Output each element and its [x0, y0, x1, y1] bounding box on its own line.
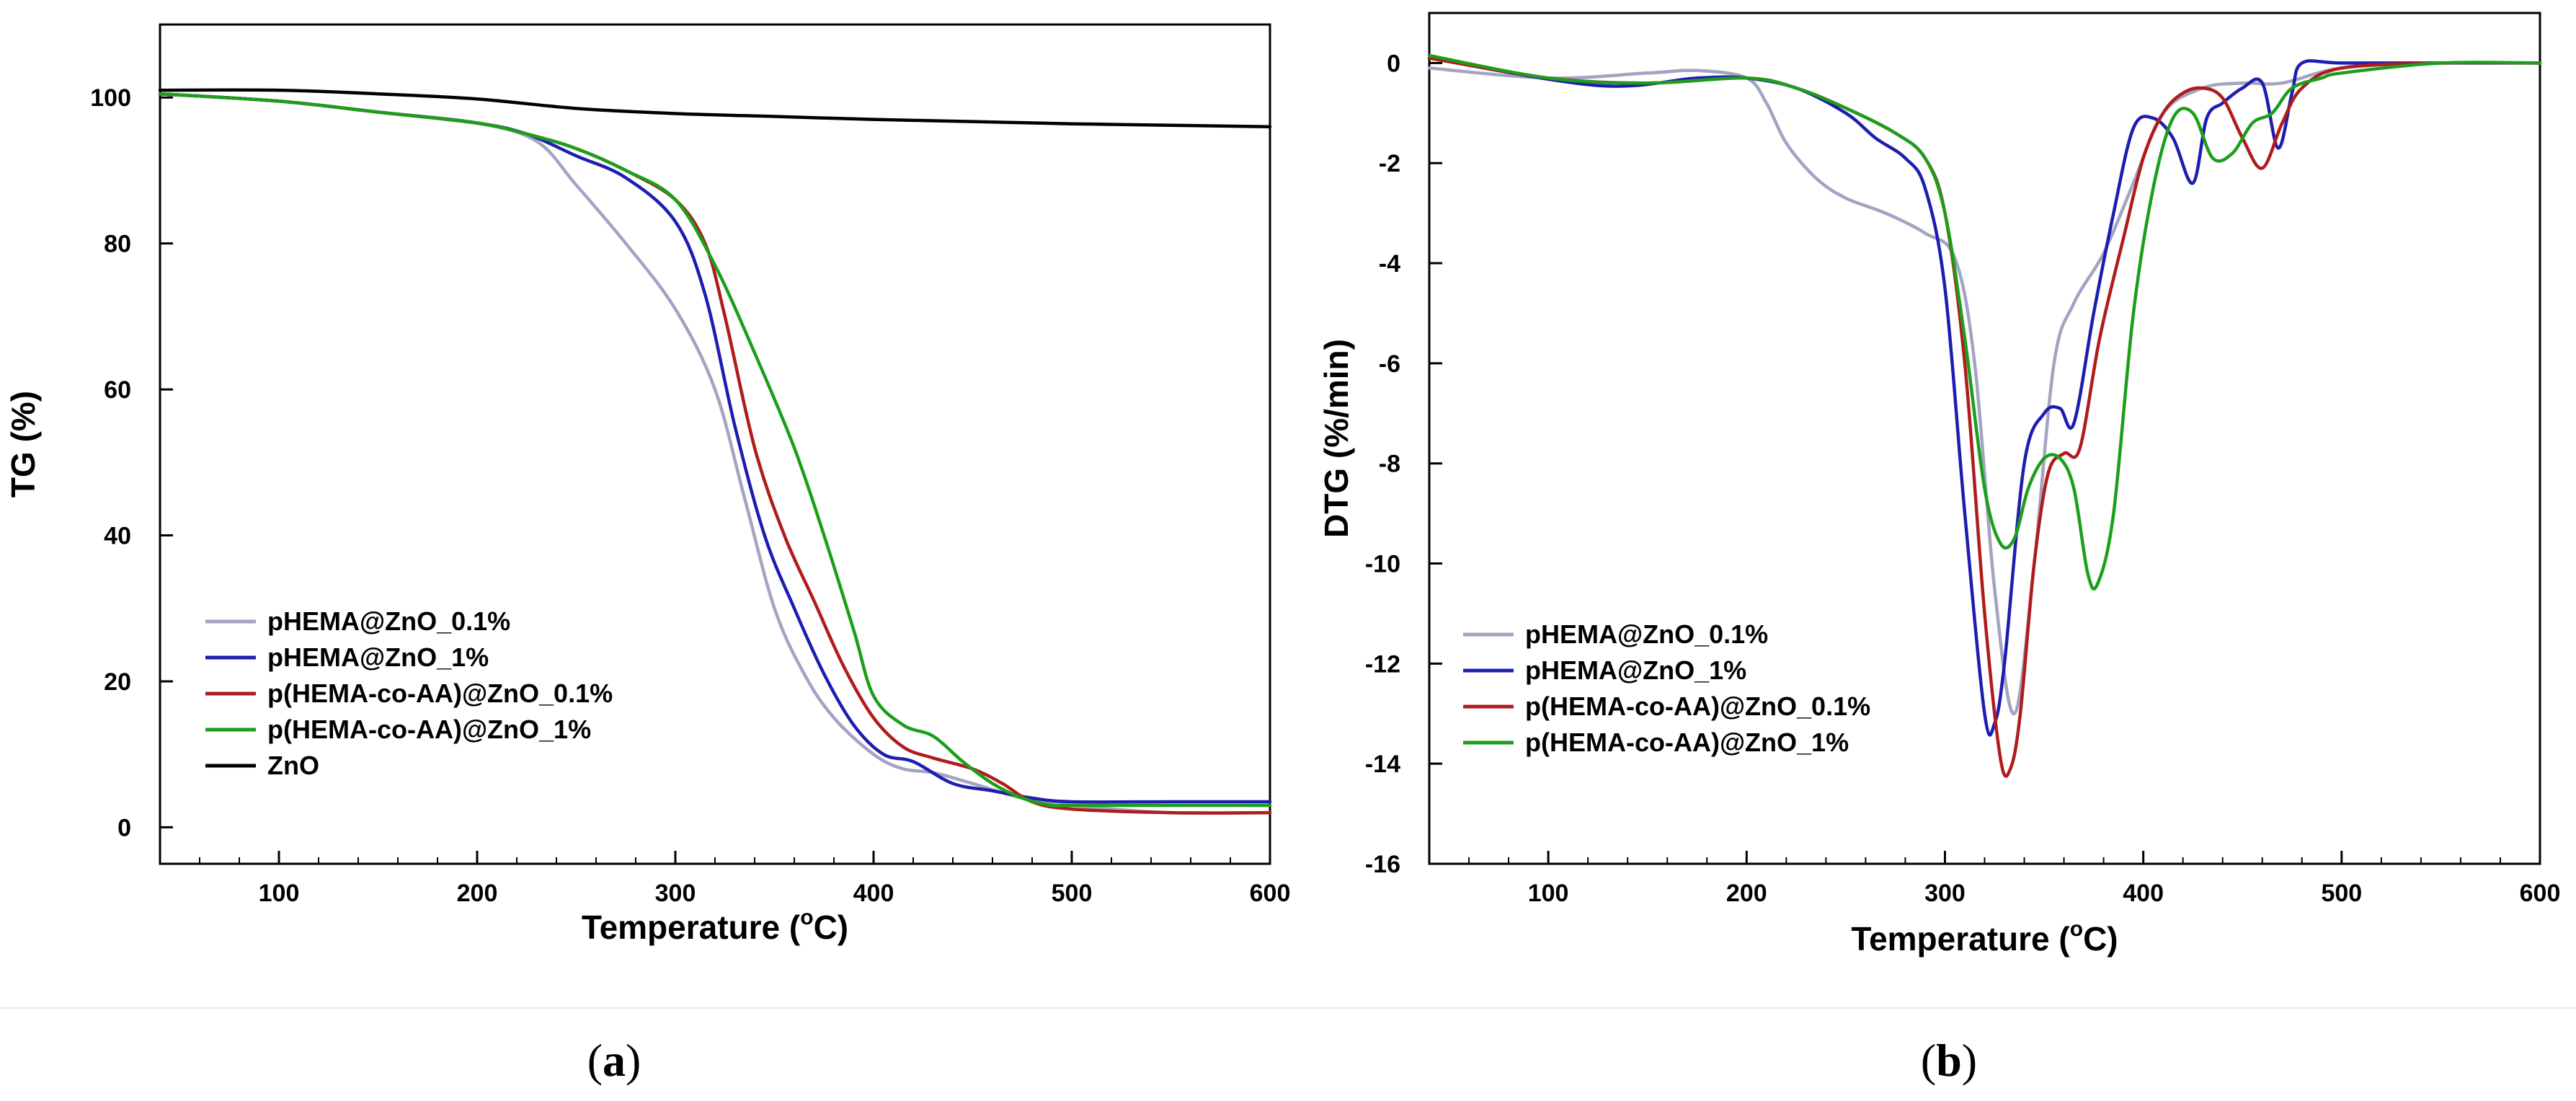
panel-label-a: (a) [587, 1035, 641, 1086]
series-line-b-1 [1427, 56, 2542, 737]
x-tick-label-a-400: 400 [853, 880, 894, 907]
y-tick-label-a-20: 20 [104, 668, 131, 696]
y-tick-label-b--16: -16 [1365, 851, 1400, 878]
x-axis-title-b-unit: C) [2083, 920, 2118, 958]
x-tick-label-b-200: 200 [1726, 880, 1767, 907]
y-tick-label-a-80: 80 [104, 231, 131, 258]
series-line-b-3 [1427, 53, 2542, 591]
x-axis-title-b: Temperature (oC) [1851, 917, 2118, 958]
series-group-a [158, 88, 1272, 815]
ticks-b: 100 200 300 400 500 600 0 -2 -4 -6 -8 -10 -12 -14 -16 [1365, 50, 2561, 907]
panel-label-a-close: ) [626, 1035, 641, 1086]
y-tick-label-b--12: -12 [1365, 650, 1400, 678]
panel-label-a-letter: a [603, 1035, 626, 1086]
x-tick-label-b-400: 400 [2123, 880, 2164, 907]
y-tick-label-b--2: -2 [1379, 150, 1400, 177]
legend-a: pHEMA@ZnO_0.1% pHEMA@ZnO_1% p(HEMA-co-AA)@… [205, 606, 613, 780]
legend-label-b-3: p(HEMA-co-AA)@ZnO_1% [1525, 728, 1849, 757]
y-tick-label-b--14: -14 [1365, 751, 1400, 778]
panel-label-b-open: ( [1921, 1035, 1936, 1086]
x-axis-title-a-text: Temperature ( [582, 908, 801, 946]
y-tick-label-a-40: 40 [104, 523, 131, 550]
chart-panel-a: 100 200 300 400 500 600 0 20 40 60 80 100 pHEMA@ZnO… [4, 23, 1290, 1086]
x-tick-label-b-100: 100 [1528, 880, 1569, 907]
y-tick-label-a-60: 60 [104, 376, 131, 404]
y-tick-label-b--8: -8 [1379, 451, 1400, 478]
legend-label-a-1: pHEMA@ZnO_1% [267, 642, 489, 672]
y-tick-label-b-0: 0 [1387, 50, 1400, 77]
x-axis-title-a-unit: C) [814, 908, 849, 946]
ticks-a: 100 200 300 400 500 600 0 20 40 60 80 100 [90, 84, 1290, 907]
x-tick-label-a-300: 300 [655, 880, 696, 907]
legend-label-b-1: pHEMA@ZnO_1% [1525, 655, 1746, 685]
panel-label-b: (b) [1921, 1035, 1977, 1086]
legend-label-a-2: p(HEMA-co-AA)@ZnO_0.1% [267, 678, 613, 708]
legend-label-a-3: p(HEMA-co-AA)@ZnO_1% [267, 715, 591, 744]
x-tick-label-b-500: 500 [2321, 880, 2362, 907]
y-axis-title-b: DTG (%/min) [1318, 339, 1355, 538]
x-axis-title-b-text: Temperature ( [1851, 920, 2070, 958]
series-group-b [1427, 53, 2542, 778]
chart-panel-b: 100 200 300 400 500 6000-2-4-6-8-10-12-14-16 … [1318, 12, 2561, 1086]
x-tick-label-a-100: 100 [259, 880, 300, 907]
x-axis-title-a: Temperature (oC) [582, 906, 848, 946]
legend-label-b-2: p(HEMA-co-AA)@ZnO_0.1% [1525, 691, 1870, 721]
x-axis-title-a-degree: o [800, 906, 813, 929]
legend-label-b-0: pHEMA@ZnO_0.1% [1525, 619, 1768, 649]
panel-label-a-open: ( [587, 1035, 603, 1086]
y-tick-label-a-100: 100 [90, 84, 131, 112]
series-line-a-4 [158, 88, 1272, 128]
legend-label-a-0: pHEMA@ZnO_0.1% [267, 606, 510, 636]
x-tick-label-a-600: 600 [1250, 880, 1291, 907]
y-axis-title-a: TG (%) [4, 391, 42, 498]
y-tick-label-a-0: 0 [117, 814, 131, 841]
x-tick-label-b-300: 300 [1924, 880, 1966, 907]
y-tick-label-b--10: -10 [1365, 551, 1400, 578]
panel-label-b-close: ) [1962, 1035, 1977, 1086]
x-tick-label-b-600: 600 [2520, 880, 2561, 907]
x-tick-label-a-200: 200 [457, 880, 498, 907]
legend-b: pHEMA@ZnO_0.1% pHEMA@ZnO_1% p(HEMA-co-AA)@… [1463, 619, 1870, 757]
series-line-a-3 [158, 92, 1272, 808]
x-axis-title-b-degree: o [2070, 917, 2083, 941]
y-tick-label-b--4: -4 [1379, 250, 1400, 278]
y-tick-label-b--6: -6 [1379, 350, 1400, 378]
legend-label-a-4: ZnO [267, 751, 319, 780]
panel-label-b-letter: b [1936, 1035, 1962, 1086]
x-tick-label-a-500: 500 [1052, 880, 1093, 907]
